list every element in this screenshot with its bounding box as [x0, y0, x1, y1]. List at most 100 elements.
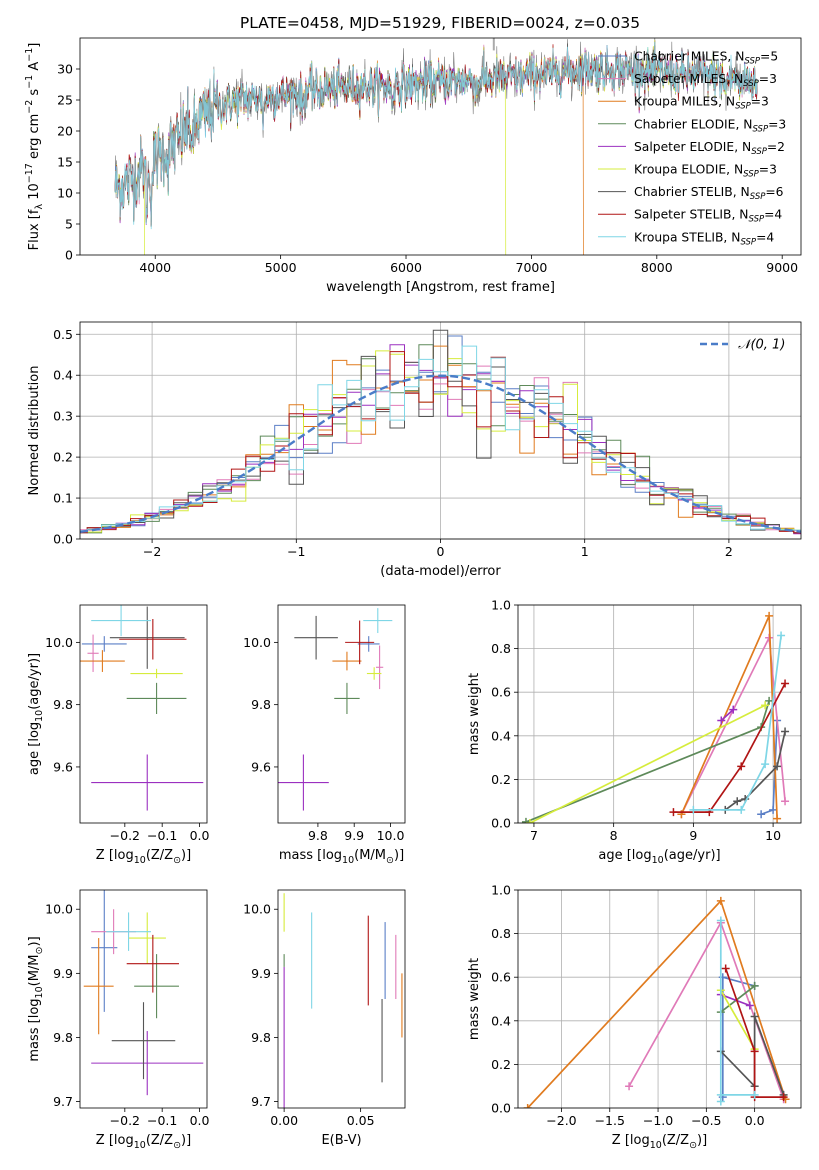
y-axis-label: Flux [fλ 10−17 erg cm−2 s−1 A−1] [24, 43, 45, 251]
x-tick-label: 8000 [641, 260, 673, 275]
y-tick-label: 0.4 [491, 1013, 511, 1028]
y-tick-label: 9.6 [251, 759, 271, 774]
mass-weight-point-marker [761, 760, 770, 769]
legend-entry: Salpeter STELIB, NSSP=4 [634, 208, 782, 225]
plot-area [523, 896, 790, 1108]
mass-weight-point-marker [625, 1082, 634, 1091]
y-tick-label: 5 [65, 217, 73, 232]
y-axis-label: age [log10(age/yr)] [27, 653, 45, 775]
plot-area [114, 38, 758, 255]
y-tick-label: 0.8 [491, 641, 511, 656]
mass-weight-point-marker [773, 814, 782, 823]
mass-weight-series-line [529, 704, 766, 823]
y-tick-label: 0.2 [491, 772, 511, 787]
y-tick-label: 0.4 [53, 368, 73, 383]
plot-area [521, 611, 790, 823]
histogram-step-line [80, 329, 801, 534]
legend-entry: Salpeter MILES, NSSP=3 [634, 72, 777, 89]
x-tick-label: 0.05 [347, 1113, 375, 1128]
x-tick-label: 0.0 [190, 828, 210, 843]
figure-title: PLATE=0458, MJD=51929, FIBERID=0024, z=0… [240, 14, 640, 32]
x-tick-label: −0.5 [691, 1113, 721, 1128]
x-axis-label: E(B-V) [321, 1133, 361, 1148]
y-axis-label: Normed distribution [27, 366, 42, 496]
mass-weight-point-marker [733, 797, 742, 806]
mass-weight-series-line [720, 1016, 785, 1096]
mass-weight-point-marker [521, 817, 530, 823]
mass-weight-point-marker [689, 805, 698, 814]
mass-weight-point-marker [737, 805, 746, 814]
legend-entry: Chabrier ELODIE, NSSP=3 [634, 117, 786, 134]
x-tick-label: 7000 [516, 260, 548, 275]
mass-weight-point-marker [669, 808, 678, 817]
plot-area [278, 608, 393, 811]
normal-reference-curve [80, 374, 801, 533]
x-tick-label: −1.5 [595, 1113, 625, 1128]
x-tick-label: −1 [287, 544, 305, 559]
mass-weight-point-marker [781, 679, 790, 688]
y-tick-label: 0.2 [53, 450, 73, 465]
mass-weight-vs-age-panel: 7 8 9 10 0.0 0.2 0.4 0.6 0.8 1.0 age [log10(age/yr… [467, 598, 802, 866]
mass-vs-ebv-panel: 0.00 0.05 9.7 9.8 9.9 10.0 E(B-V) [243, 889, 406, 1148]
x-tick-label: −0.2 [110, 1113, 140, 1128]
axes-frame [517, 889, 802, 1109]
mass-weight-point-marker [750, 1090, 759, 1099]
mass-weight-point-marker [523, 1104, 532, 1108]
plot-area [80, 605, 204, 811]
y-tick-label: 9.8 [53, 697, 73, 712]
y-tick-label: 9.6 [53, 759, 73, 774]
mass-weight-point-marker [729, 705, 738, 714]
mass-weight-series-line [693, 635, 782, 811]
residual-histogram-panel: −2 −1 0 1 2 0.0 0.1 0.2 0.3 0.4 0.5 (data-model)/er… [27, 321, 802, 579]
x-axis-label: wavelength [Angstrom, rest frame] [326, 280, 555, 295]
x-axis-label: Z [log10(Z/Z⊙)] [96, 1133, 191, 1151]
y-tick-label: 1.0 [491, 598, 511, 613]
mass-weight-point-marker [750, 981, 759, 990]
plot-area [283, 893, 403, 1108]
legend-entry: Chabrier STELIB, NSSP=6 [634, 185, 784, 202]
y-tick-label: 9.9 [251, 966, 271, 981]
y-tick-label: 9.8 [251, 1030, 271, 1045]
x-tick-label: 0 [437, 544, 445, 559]
axes-frame [79, 37, 802, 256]
mass-weight-point-marker [761, 701, 770, 710]
age-vs-metallicity-panel: −0.2 −0.1 0.0 9.6 9.8 10.0 Z [log10(Z/Z⊙)] age … [27, 604, 210, 866]
axes-frame [277, 604, 406, 824]
legend-entry: Salpeter ELODIE, NSSP=2 [634, 140, 785, 157]
mass-weight-point-marker [525, 819, 534, 823]
x-tick-label: 9000 [766, 260, 798, 275]
x-tick-label: 10.0 [377, 828, 405, 843]
y-tick-label: 9.7 [251, 1094, 271, 1109]
mass-weight-point-marker [745, 1001, 754, 1010]
mass-weight-point-marker [769, 805, 778, 814]
y-tick-label: 0.2 [491, 1057, 511, 1072]
y-tick-label: 20 [57, 124, 73, 139]
y-tick-label: 15 [57, 155, 73, 170]
x-tick-label: 9.8 [308, 828, 328, 843]
mass-weight-point-marker [781, 797, 790, 806]
mass-weight-point-marker [773, 762, 782, 771]
y-tick-label: 0.3 [53, 409, 73, 424]
x-tick-label: −0.1 [147, 1113, 177, 1128]
x-tick-label: 2 [725, 544, 733, 559]
y-tick-label: 0.5 [53, 327, 73, 342]
mass-weight-series-line [673, 683, 786, 813]
legend-entry: Kroupa ELODIE, NSSP=3 [634, 163, 777, 180]
x-tick-label: 10 [765, 828, 781, 843]
axes-frame [277, 889, 406, 1109]
mass-weight-point-marker [779, 1093, 788, 1102]
x-tick-label: −1.0 [643, 1113, 673, 1128]
y-tick-label: 10.0 [45, 635, 73, 650]
mass-weight-point-marker [737, 762, 746, 771]
legend-entry: Kroupa STELIB, NSSP=4 [634, 230, 774, 247]
mass-weight-series-line [720, 989, 756, 1050]
x-tick-label: 9.9 [344, 828, 364, 843]
mass-weight-point-marker [757, 810, 766, 819]
mass-weight-point-marker [721, 964, 730, 973]
mass-weight-point-marker [717, 716, 726, 725]
y-tick-label: 10.0 [243, 902, 271, 917]
axes-frame [517, 604, 802, 824]
x-tick-label: 1 [581, 544, 589, 559]
y-tick-label: 9.8 [53, 1030, 73, 1045]
